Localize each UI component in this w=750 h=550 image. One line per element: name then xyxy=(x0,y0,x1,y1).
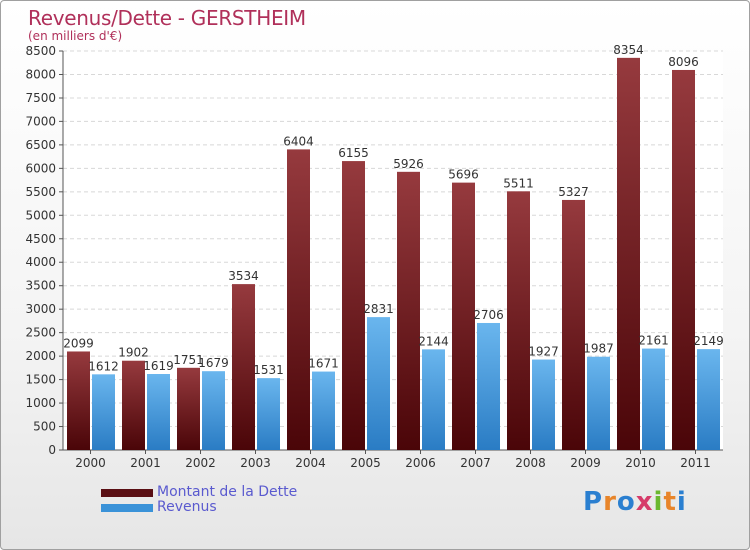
x-tick-label: 2007 xyxy=(460,456,491,470)
data-label-revenue: 1619 xyxy=(143,359,174,373)
legend-label-debt: Montant de la Dette xyxy=(157,484,298,500)
data-label-revenue: 2706 xyxy=(473,308,504,322)
data-label-revenue: 1531 xyxy=(253,363,284,377)
x-tick-label: 2005 xyxy=(350,456,381,470)
bar-debt xyxy=(287,149,310,450)
y-tick-label: 500 xyxy=(33,420,56,434)
bar-debt xyxy=(122,360,145,450)
logo-letter: o xyxy=(616,487,636,517)
y-tick-label: 2000 xyxy=(25,349,56,363)
data-label-debt: 6404 xyxy=(283,134,314,148)
y-tick-label: 2500 xyxy=(25,326,56,340)
y-tick-label: 3500 xyxy=(25,279,56,293)
x-tick-label: 2000 xyxy=(75,456,106,470)
bar-revenue xyxy=(697,349,720,450)
bar-revenue xyxy=(477,322,500,450)
data-label-debt: 1902 xyxy=(118,346,149,360)
data-label-debt: 3534 xyxy=(228,269,259,283)
x-tick-label: 2002 xyxy=(185,456,216,470)
y-tick-label: 5500 xyxy=(25,185,56,199)
bar-debt xyxy=(672,69,695,450)
data-label-revenue: 2831 xyxy=(363,302,394,316)
bar-revenue xyxy=(92,374,115,450)
bar-debt xyxy=(507,191,530,450)
x-tick-label: 2009 xyxy=(570,456,601,470)
x-tick-label: 2004 xyxy=(295,456,326,470)
x-tick-label: 2011 xyxy=(680,456,711,470)
y-tick-label: 8000 xyxy=(25,67,56,81)
bar-revenue xyxy=(147,374,170,450)
bar-chart: 0 500 1000 1500 2000 2500 3000 3500 4000 4500 5000… xyxy=(25,43,724,470)
data-label-revenue: 2149 xyxy=(693,334,724,348)
logo-letter: r xyxy=(603,487,617,517)
bar-debt xyxy=(452,182,475,451)
data-label-debt: 5696 xyxy=(448,168,479,182)
y-tick-label: 1500 xyxy=(25,373,56,387)
y-tick-label: 4000 xyxy=(25,255,56,269)
bar-debt xyxy=(617,57,640,450)
legend-label-revenue: Revenus xyxy=(157,499,217,515)
x-tick-label: 2008 xyxy=(515,456,546,470)
bar-debt xyxy=(562,199,585,450)
bar-revenue xyxy=(422,349,445,450)
bar-revenue xyxy=(642,348,665,450)
y-tick-label: 7000 xyxy=(25,114,56,128)
logo-letter: t xyxy=(663,487,677,517)
logo-letter: P xyxy=(583,487,604,517)
data-label-debt: 5327 xyxy=(558,185,589,199)
legend-swatch-debt xyxy=(101,489,153,497)
bar-revenue xyxy=(312,371,335,450)
bar-debt xyxy=(67,351,90,450)
data-label-debt: 1751 xyxy=(173,353,204,367)
bar-revenue xyxy=(257,378,280,450)
bar-debt xyxy=(342,161,365,450)
bar-debt xyxy=(232,284,255,450)
data-label-debt: 5511 xyxy=(503,176,534,190)
plot-area xyxy=(63,51,723,450)
y-tick-label: 8500 xyxy=(25,44,56,58)
data-label-revenue: 1987 xyxy=(583,342,614,356)
bar-debt xyxy=(177,367,200,450)
y-tick-label: 7500 xyxy=(25,91,56,105)
proxiti-logo: Proxiti xyxy=(583,487,687,517)
y-tick-label: 5000 xyxy=(25,208,56,222)
bar-revenue xyxy=(202,371,225,450)
bar-revenue xyxy=(587,356,610,450)
data-label-debt: 8096 xyxy=(668,55,699,69)
y-tick-label: 0 xyxy=(48,443,56,457)
x-tick-label: 2006 xyxy=(405,456,436,470)
data-label-revenue: 2161 xyxy=(638,334,669,348)
data-label-debt: 5926 xyxy=(393,157,424,171)
data-label-debt: 2099 xyxy=(63,336,94,350)
logo-letter: i xyxy=(653,487,664,517)
bar-revenue xyxy=(367,317,390,450)
data-label-revenue: 2144 xyxy=(418,334,449,348)
logo-letter: x xyxy=(635,487,654,517)
chart-subtitle: (en milliers d'€) xyxy=(28,29,123,43)
x-tick-label: 2010 xyxy=(625,456,656,470)
logo-letter: i xyxy=(676,487,687,517)
y-tick-label: 1000 xyxy=(25,396,56,410)
legend-swatch-revenue xyxy=(101,504,153,512)
y-tick-label: 3000 xyxy=(25,302,56,316)
chart-title: Revenus/Dette - GERSTHEIM xyxy=(28,6,306,30)
data-label-debt: 8354 xyxy=(613,43,644,57)
data-label-revenue: 1671 xyxy=(308,357,339,371)
data-label-revenue: 1927 xyxy=(528,345,559,359)
data-label-revenue: 1612 xyxy=(88,359,119,373)
bar-revenue xyxy=(532,359,555,450)
y-tick-label: 6500 xyxy=(25,138,56,152)
x-tick-label: 2003 xyxy=(240,456,271,470)
x-tick-label: 2001 xyxy=(130,456,161,470)
data-label-debt: 6155 xyxy=(338,146,369,160)
y-tick-label: 4500 xyxy=(25,232,56,246)
data-label-revenue: 1679 xyxy=(198,356,229,370)
bar-debt xyxy=(397,171,420,450)
y-tick-label: 6000 xyxy=(25,161,56,175)
